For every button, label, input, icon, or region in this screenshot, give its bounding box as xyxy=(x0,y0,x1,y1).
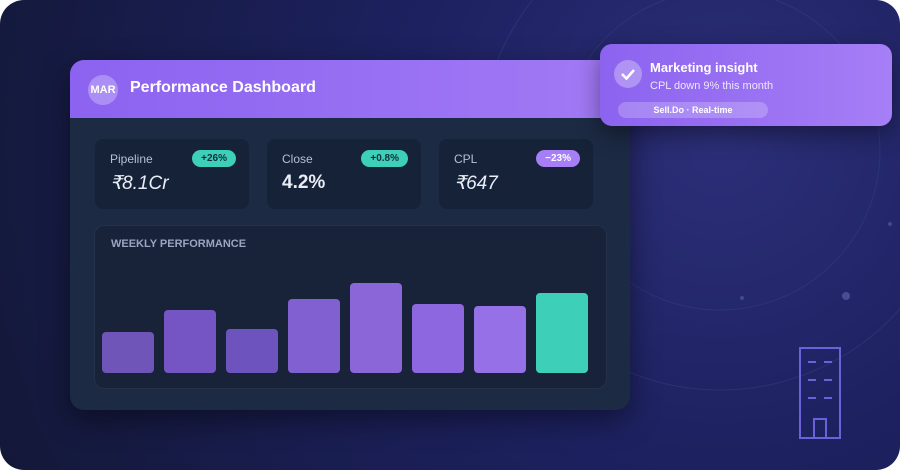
badge: MAR xyxy=(88,75,118,105)
kpi-card: CPL ₹647 −23% xyxy=(439,139,593,209)
notification-text: CPL down 9% this month xyxy=(650,80,774,92)
dashboard-card: MAR Performance Dashboard WEEKLY PERFORM… xyxy=(70,60,630,410)
kpi-card: Pipeline ₹8.1Cr +26% xyxy=(95,139,249,209)
kpi-change: −23% xyxy=(536,150,580,167)
kpi-card: Close 4.2% +0.8% xyxy=(267,139,421,209)
chart-title: WEEKLY PERFORMANCE xyxy=(111,238,247,250)
kpi-label: CPL xyxy=(454,152,478,166)
bar xyxy=(164,310,216,373)
kpi-value: ₹8.1Cr xyxy=(110,173,169,194)
kpi-label: Close xyxy=(282,152,313,166)
header: MAR Performance Dashboard xyxy=(70,60,630,118)
bar xyxy=(350,283,402,373)
check-icon xyxy=(614,60,642,88)
chart: WEEKLY PERFORMANCE xyxy=(94,225,607,389)
bar xyxy=(226,329,278,373)
bar xyxy=(474,306,526,373)
bar xyxy=(536,293,588,373)
kpi-change: +26% xyxy=(192,150,236,167)
kpi-change: +0.8% xyxy=(361,150,408,167)
kpi-value: ₹647 xyxy=(454,173,498,194)
notification[interactable]: Marketing insight CPL down 9% this month… xyxy=(600,44,892,126)
kpi-value: 4.2% xyxy=(282,172,326,193)
bar xyxy=(288,299,340,373)
bar xyxy=(102,332,154,373)
bar xyxy=(412,304,464,373)
title: Performance Dashboard xyxy=(130,79,316,96)
notification-title: Marketing insight xyxy=(650,60,758,75)
notification-tag: Sell.Do · Real-time xyxy=(618,102,768,118)
kpi-label: Pipeline xyxy=(110,152,153,166)
